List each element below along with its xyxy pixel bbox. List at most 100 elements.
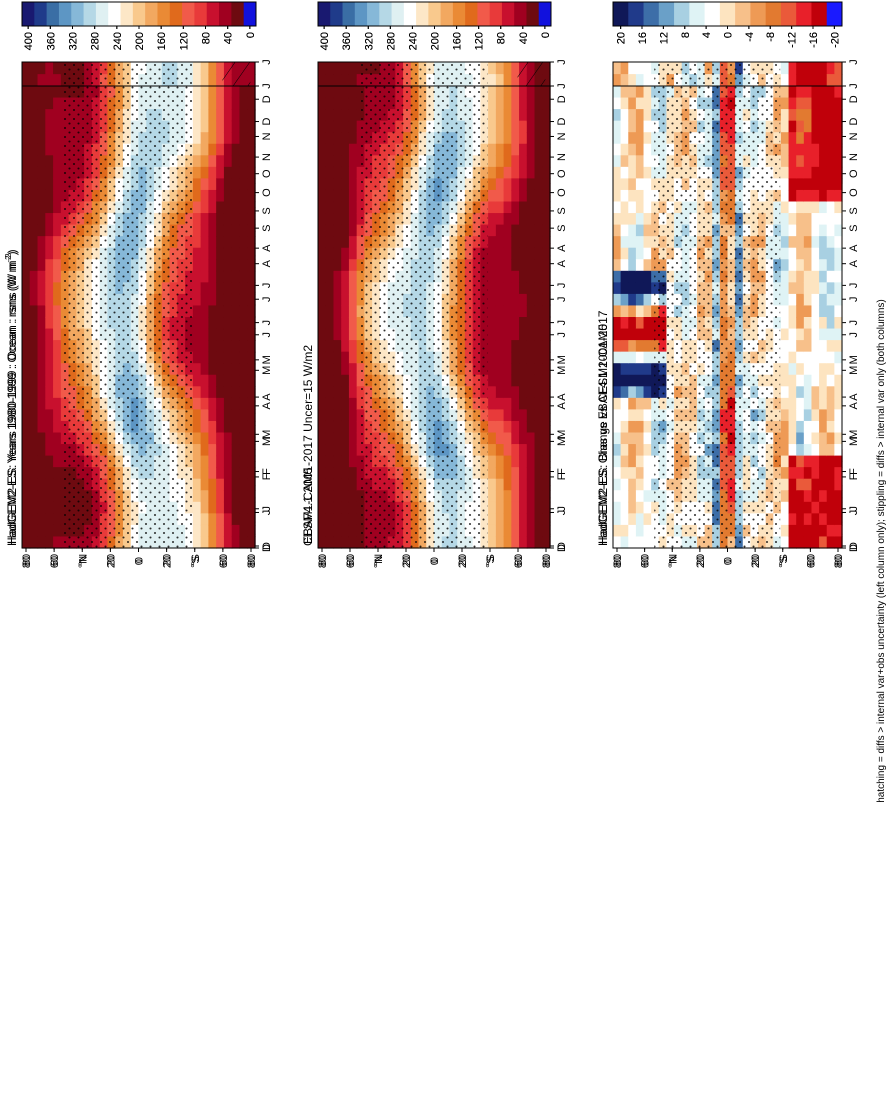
colorbar-tick-label: 160 bbox=[452, 32, 464, 50]
heatmap-cell bbox=[348, 432, 358, 445]
heatmap-cell bbox=[348, 236, 358, 249]
heatmap-cell bbox=[488, 236, 497, 249]
heatmap-cell bbox=[519, 409, 528, 422]
heatmap-cell bbox=[503, 86, 512, 99]
heatmap-cell bbox=[341, 143, 350, 156]
heatmap-cell bbox=[526, 340, 536, 353]
heatmap-cell bbox=[519, 536, 528, 549]
heatmap-cell bbox=[503, 282, 512, 295]
heatmap-cell bbox=[519, 293, 528, 307]
heatmap-cell bbox=[348, 259, 358, 272]
heatmap-cell bbox=[519, 432, 528, 445]
heatmap-cell bbox=[192, 501, 202, 514]
heatmap-cell bbox=[239, 420, 248, 434]
heatmap-cell bbox=[318, 317, 327, 330]
heatmap-cell bbox=[325, 143, 335, 156]
colorbar-tick-label: 240 bbox=[407, 32, 419, 50]
heatmap-cell bbox=[247, 155, 256, 168]
heatmap-cell bbox=[325, 513, 335, 526]
heatmap-cell bbox=[45, 513, 54, 526]
heatmap-cell bbox=[325, 189, 335, 203]
heatmap-cell bbox=[318, 409, 327, 422]
heatmap-cell bbox=[37, 143, 46, 156]
heatmap-cell bbox=[37, 351, 46, 364]
heatmap-cell bbox=[318, 74, 327, 87]
colorbar-swatch bbox=[194, 2, 208, 26]
heatmap-cell bbox=[208, 120, 217, 133]
heatmap-cell bbox=[22, 213, 31, 226]
heatmap-cell bbox=[223, 132, 233, 145]
heatmap-cell bbox=[495, 455, 505, 468]
heatmap-cell bbox=[231, 305, 241, 318]
heatmap-cell bbox=[519, 305, 528, 318]
heatmap-cell bbox=[231, 132, 241, 145]
heatmap-cell bbox=[192, 420, 202, 434]
y-tick-label: 20 bbox=[105, 554, 117, 566]
heatmap-cell bbox=[495, 420, 505, 434]
heatmap-cell bbox=[247, 317, 256, 330]
colorbar-tick-label: 400 bbox=[23, 32, 35, 50]
heatmap-cell bbox=[22, 189, 31, 203]
heatmap-cell bbox=[45, 305, 54, 318]
heatmap-cell bbox=[511, 293, 520, 307]
heatmap-cell bbox=[223, 236, 233, 249]
heatmap-cell bbox=[231, 340, 241, 353]
heatmap-cell bbox=[208, 109, 217, 122]
heatmap-cell bbox=[223, 201, 233, 214]
heatmap-cell bbox=[192, 259, 202, 272]
heatmap-cell bbox=[231, 328, 241, 341]
heatmap-cell bbox=[348, 201, 358, 214]
heatmap-cell bbox=[37, 501, 46, 514]
heatmap-cell bbox=[341, 213, 350, 226]
heatmap-cell bbox=[526, 166, 536, 179]
heatmap-cell bbox=[526, 236, 536, 249]
heatmap-cell bbox=[511, 143, 520, 156]
heatmap-cell bbox=[216, 340, 225, 353]
heatmap-cell bbox=[231, 270, 241, 283]
heatmap-cell bbox=[231, 432, 241, 445]
heatmap-cell bbox=[192, 397, 202, 410]
heatmap-cell bbox=[495, 178, 505, 191]
panel-title: HadGEM2-ES: Years 1980-1999 : Ocean : rs… bbox=[4, 251, 19, 546]
heatmap-cell bbox=[192, 490, 202, 503]
heatmap-cell bbox=[325, 97, 335, 110]
heatmap-cell bbox=[495, 247, 505, 260]
heatmap-cell bbox=[526, 305, 536, 318]
heatmap-cell bbox=[239, 282, 248, 295]
heatmap-cell bbox=[239, 270, 248, 283]
heatmap-cell bbox=[341, 247, 350, 260]
heatmap-cell bbox=[348, 420, 358, 434]
heatmap-cell bbox=[45, 455, 54, 468]
heatmap-cell bbox=[200, 74, 209, 87]
heatmap-cell bbox=[519, 420, 528, 434]
heatmap-cell bbox=[29, 86, 39, 99]
heatmap-cell bbox=[45, 536, 54, 549]
heatmap-cell bbox=[22, 109, 31, 122]
heatmap-cell bbox=[216, 386, 225, 399]
heatmap-cell bbox=[37, 259, 46, 272]
heatmap-cell bbox=[53, 305, 62, 318]
heatmap-cell bbox=[231, 351, 241, 364]
heatmap-cell bbox=[325, 351, 335, 364]
heatmap-cell bbox=[519, 444, 528, 457]
heatmap-cell bbox=[519, 524, 528, 538]
x-tick-label: J bbox=[556, 283, 568, 289]
heatmap-cell bbox=[29, 120, 39, 133]
heatmap-cell bbox=[231, 247, 241, 260]
heatmap-cell bbox=[325, 74, 335, 87]
heatmap-cell bbox=[200, 386, 209, 399]
heatmap-cell bbox=[231, 120, 241, 133]
heatmap-cell bbox=[200, 351, 209, 364]
heatmap-cell bbox=[45, 189, 54, 203]
heatmap-cell bbox=[53, 317, 62, 330]
heatmap-cell bbox=[333, 432, 342, 445]
heatmap-cell bbox=[503, 386, 512, 399]
heatmap-cell bbox=[216, 259, 225, 272]
heatmap-cell bbox=[45, 62, 54, 75]
heatmap-cell bbox=[231, 178, 241, 191]
heatmap-cell bbox=[488, 501, 497, 514]
heatmap-cell bbox=[231, 455, 241, 468]
heatmap-cell bbox=[208, 478, 217, 491]
heatmap-cell bbox=[333, 317, 342, 330]
heatmap-cell bbox=[318, 282, 327, 295]
